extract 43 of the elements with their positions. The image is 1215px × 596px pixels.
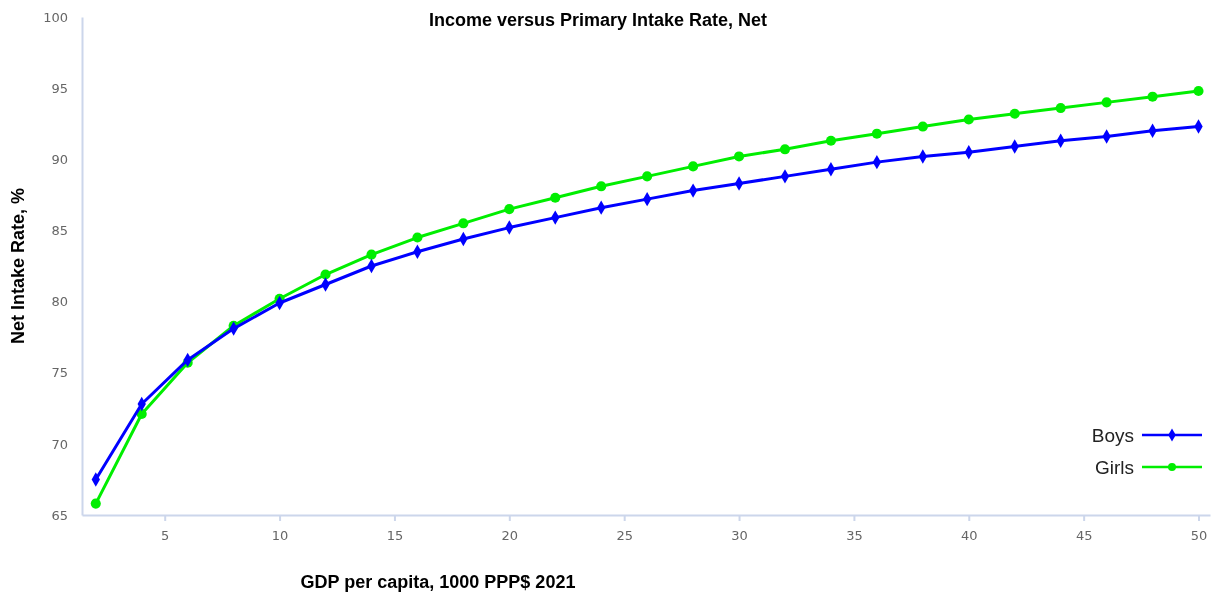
point [90, 498, 101, 509]
point [458, 218, 469, 229]
y-tick-label: 95 [51, 80, 68, 96]
point [366, 249, 377, 260]
x-tick-label: 10 [271, 527, 289, 543]
point [550, 192, 561, 203]
legend-label: Girls [1094, 457, 1134, 478]
point [1101, 97, 1112, 108]
x-tick-label: 45 [1075, 527, 1093, 543]
point [1147, 91, 1158, 102]
point [642, 171, 653, 182]
x-tick-label: 20 [501, 527, 519, 543]
point [688, 161, 699, 172]
point [1055, 103, 1066, 114]
legend-label: Boys [1091, 425, 1134, 446]
point [734, 151, 745, 162]
y-tick-label: 85 [51, 223, 68, 239]
x-tick-label: 25 [616, 527, 633, 543]
y-tick-label: 80 [51, 294, 68, 310]
point [1009, 108, 1020, 119]
y-axis-title: Net Intake Rate, % [8, 187, 28, 345]
point [1193, 85, 1204, 97]
x-tick-label: 15 [386, 527, 404, 543]
x-axis-title: GDP per capita, 1000 PPP$ 2021 [300, 572, 576, 592]
x-tick-label: 30 [731, 527, 748, 543]
point [412, 232, 423, 243]
y-tick-label: 100 [43, 9, 68, 25]
point [917, 121, 928, 132]
y-tick-label: 90 [51, 151, 68, 167]
x-tick-label: 5 [161, 527, 170, 543]
x-tick-label: 35 [846, 527, 863, 543]
point [504, 204, 515, 215]
x-tick-label: 40 [961, 527, 978, 543]
point [871, 128, 882, 139]
y-tick-label: 75 [51, 365, 68, 381]
x-tick-label: 50 [1190, 527, 1208, 543]
y-tick-label: 70 [51, 436, 68, 452]
point [963, 114, 974, 125]
point [779, 144, 791, 155]
point [596, 181, 607, 192]
y-tick-label: 65 [51, 507, 68, 523]
point [825, 135, 836, 146]
chart-title: Income versus Primary Intake Rate, Net [428, 10, 768, 30]
